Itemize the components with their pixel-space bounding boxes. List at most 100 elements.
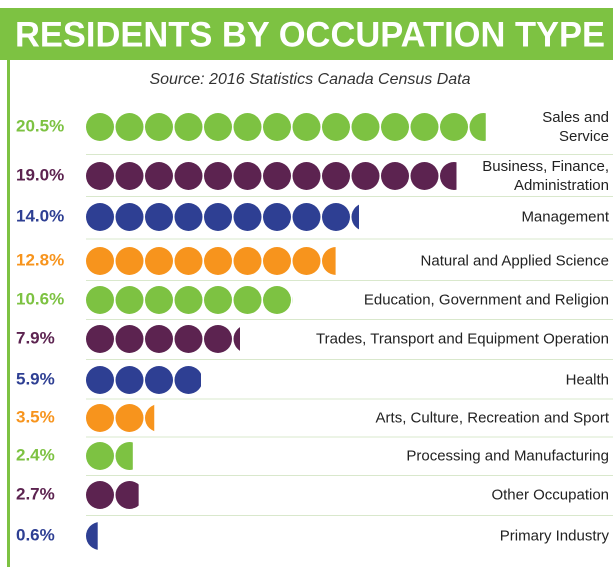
dot-bar <box>86 522 98 550</box>
dot <box>86 247 114 275</box>
dot <box>86 286 114 314</box>
dot <box>292 247 321 275</box>
dot <box>115 442 133 470</box>
dot <box>440 113 468 141</box>
dot <box>233 203 262 231</box>
dot <box>115 162 144 190</box>
header-band <box>0 8 613 60</box>
dot <box>440 162 457 190</box>
dot <box>115 481 139 509</box>
dot <box>351 113 380 141</box>
dot <box>351 204 359 230</box>
dot <box>204 162 232 190</box>
dot-bar <box>86 162 457 190</box>
dot <box>263 203 291 231</box>
dot <box>204 203 232 231</box>
dot <box>292 113 321 141</box>
category-label: Business, Finance, Administration <box>482 158 609 194</box>
value-label: 2.7% <box>16 484 55 503</box>
category-label: Health <box>565 371 609 389</box>
dot <box>322 162 350 190</box>
dot <box>204 113 232 141</box>
value-label: 5.9% <box>16 369 55 388</box>
dot <box>263 162 291 190</box>
dot-bar <box>86 366 202 394</box>
value-label: 3.5% <box>16 407 55 426</box>
category-label: Education, Government and Religion <box>363 291 609 309</box>
dot <box>410 113 439 141</box>
dot <box>86 404 114 432</box>
value-label: 12.8% <box>16 250 64 269</box>
dot <box>145 113 173 141</box>
category-label: Arts, Culture, Recreation and Sport <box>375 409 609 427</box>
dot <box>322 113 350 141</box>
dot <box>115 404 144 432</box>
dot-bar <box>86 247 336 275</box>
dot <box>174 247 203 275</box>
dot-bar <box>86 442 133 470</box>
dot <box>469 113 486 141</box>
value-label: 19.0% <box>16 165 64 184</box>
value-label: 10.6% <box>16 289 64 308</box>
dot <box>204 247 232 275</box>
dot <box>204 325 232 353</box>
dot <box>115 286 144 314</box>
dot <box>145 286 173 314</box>
dot <box>115 113 144 141</box>
dot <box>174 113 203 141</box>
dot <box>233 286 262 314</box>
dot-bar <box>86 404 155 432</box>
dot-bar <box>86 286 293 314</box>
category-label: Primary Industry <box>499 527 609 545</box>
category-label: Processing and Manufacturing <box>406 447 609 465</box>
chart-title: RESIDENTS BY OCCUPATION TYPE <box>15 15 605 54</box>
dot <box>86 113 114 141</box>
dot <box>174 366 202 394</box>
value-label: 0.6% <box>16 525 55 544</box>
dot <box>115 203 144 231</box>
dot <box>292 162 321 190</box>
dot-bar <box>86 325 241 353</box>
dot <box>174 162 203 190</box>
dot <box>145 404 155 432</box>
dot <box>115 247 144 275</box>
dot <box>263 113 291 141</box>
dot <box>292 203 321 231</box>
dot <box>381 113 409 141</box>
value-label: 2.4% <box>16 445 55 464</box>
dot <box>86 481 114 509</box>
category-label: Sales and Service <box>542 109 609 145</box>
dot-bar <box>86 481 139 509</box>
dot <box>263 247 291 275</box>
dot <box>115 366 144 394</box>
dot-bar <box>86 113 486 141</box>
dot <box>233 113 262 141</box>
dot <box>86 366 114 394</box>
dot <box>145 162 173 190</box>
dot <box>86 522 98 550</box>
dot <box>381 162 409 190</box>
dot <box>145 247 173 275</box>
dot <box>233 247 262 275</box>
value-label: 7.9% <box>16 328 55 347</box>
dot <box>410 162 439 190</box>
dot <box>86 442 114 470</box>
dot <box>145 203 173 231</box>
category-label: Management <box>521 208 609 226</box>
dot <box>263 286 291 314</box>
value-label: 14.0% <box>16 206 64 225</box>
dot <box>204 286 232 314</box>
chart-subtitle: Source: 2016 Statistics Canada Census Da… <box>149 71 470 88</box>
dot <box>174 325 203 353</box>
dot <box>145 325 173 353</box>
dot <box>174 203 203 231</box>
dot <box>233 327 241 351</box>
dot <box>145 366 173 394</box>
category-label: Natural and Applied Science <box>420 252 609 270</box>
dot <box>292 297 293 303</box>
dot <box>351 162 380 190</box>
dot <box>86 325 114 353</box>
dot <box>322 203 350 231</box>
